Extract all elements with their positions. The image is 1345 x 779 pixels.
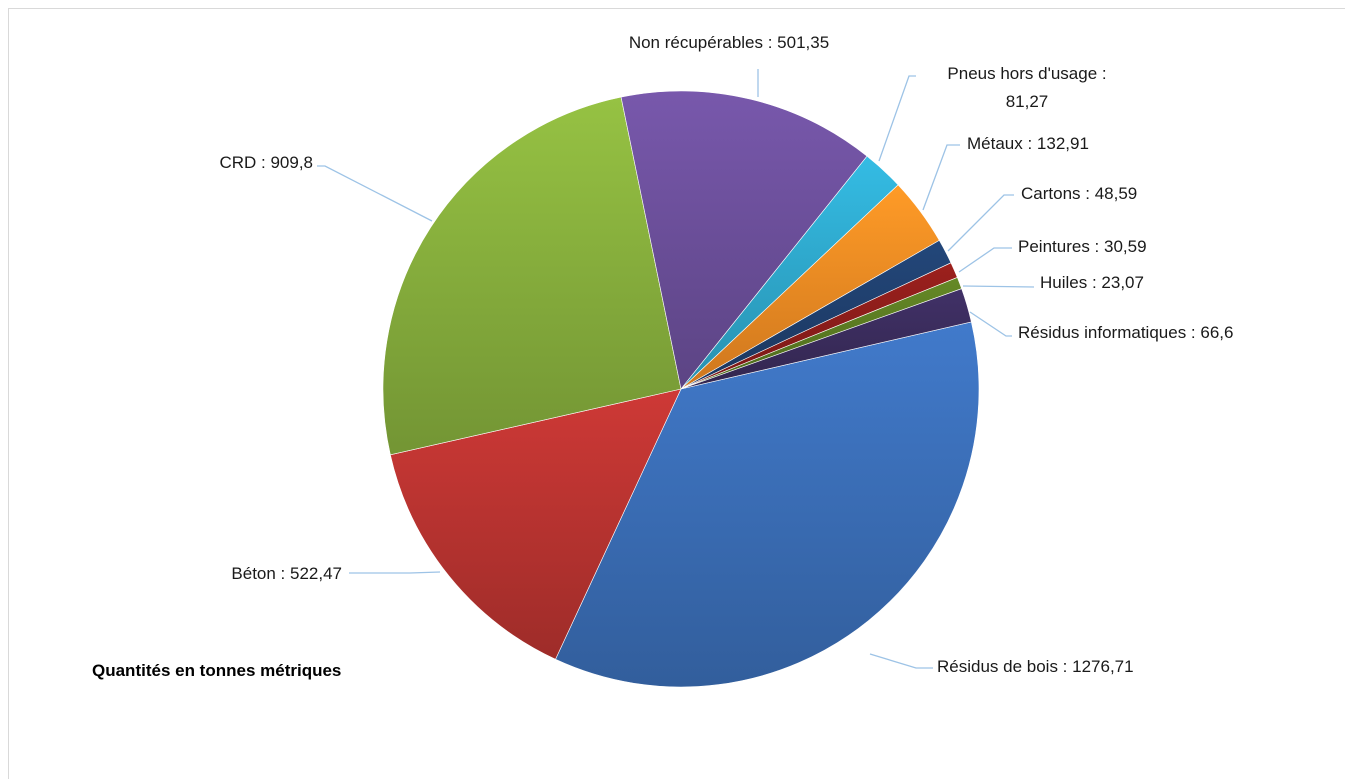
leader-line: [878, 75, 916, 162]
leader-line: [969, 311, 1012, 337]
leader-lines: [317, 69, 1035, 669]
slice-label: Pneus hors d'usage :: [947, 64, 1106, 83]
slice-label: Résidus informatiques : 66,6: [1018, 323, 1233, 342]
pie-slice-b-ton: [389, 388, 682, 660]
slice-label: Métaux : 132,91: [967, 134, 1089, 153]
slice-labels: Résidus de bois : 1276,71 Béton : 522,47 C…: [219, 33, 1233, 676]
leader-line: [958, 247, 1012, 273]
chart-frame: [8, 8, 1345, 779]
slice-label: CRD : 909,8: [219, 153, 313, 172]
slice-label: Résidus de bois : 1276,71: [937, 657, 1134, 676]
pie-slice-non-r-cup-rables: [620, 90, 868, 390]
slice-label: Cartons : 48,59: [1021, 184, 1137, 203]
slice-label: Béton : 522,47: [231, 564, 342, 583]
pie-slice-r-sidus-de-bois: [555, 321, 980, 688]
leader-line: [947, 194, 1014, 252]
pie-slice-crd: [382, 96, 682, 456]
slice-label: Non récupérables : 501,35: [629, 33, 829, 52]
leader-line: [317, 165, 433, 222]
slice-label: Huiles : 23,07: [1040, 273, 1144, 292]
leader-line: [869, 653, 933, 669]
chart-note: Quantités en tonnes métriques: [92, 661, 341, 680]
pie-slices: [382, 90, 980, 688]
pie-slice-r-sidus-informatiques: [680, 288, 972, 390]
slice-label: Peintures : 30,59: [1018, 237, 1147, 256]
leader-line: [349, 571, 441, 574]
leader-line: [922, 144, 960, 211]
slice-label-line2: 81,27: [1006, 92, 1049, 111]
leader-line: [962, 285, 1035, 288]
